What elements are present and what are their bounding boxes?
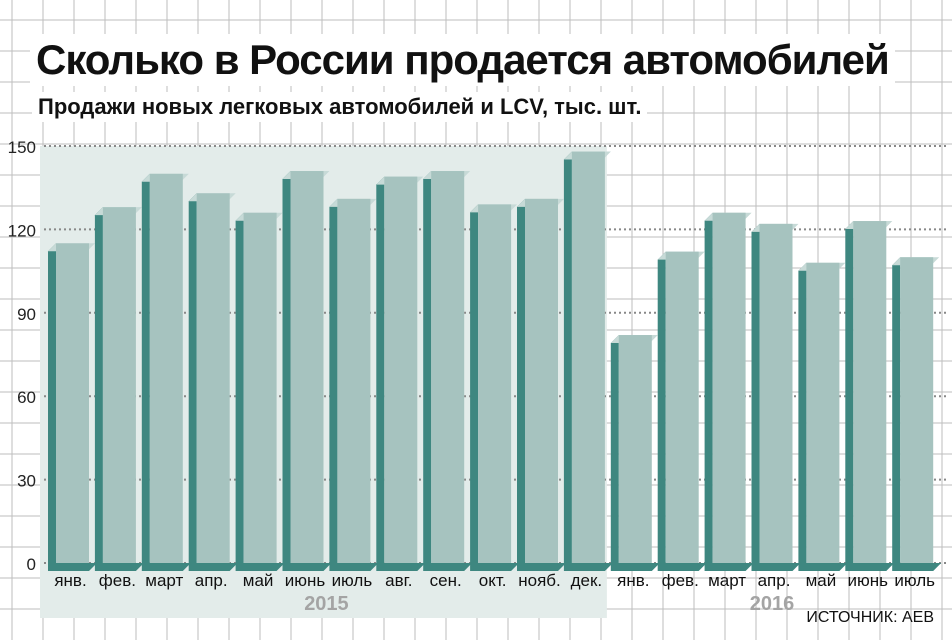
bar-bottom [282, 563, 332, 571]
y-tick-label: 150 [8, 138, 36, 157]
y-tick-label: 30 [17, 472, 36, 491]
source-note: ИСТОЧНИК: АЕВ [806, 609, 934, 626]
bar-bottom [423, 563, 473, 571]
bar [384, 176, 418, 563]
bar-side [892, 257, 901, 563]
bar-side [610, 335, 619, 563]
x-tick-label: янв. [54, 571, 86, 590]
x-tick-label: дек. [571, 571, 603, 590]
bar-bottom [376, 563, 426, 571]
bar-side [798, 262, 807, 563]
x-tick-label: май [243, 571, 274, 590]
bar-side [329, 198, 338, 563]
bar-bottom [704, 563, 754, 571]
bar [431, 171, 465, 563]
x-tick-label: янв. [617, 571, 649, 590]
bar-side [376, 176, 385, 563]
bar-bottom [892, 563, 942, 571]
bar-side [282, 171, 291, 563]
bar [618, 335, 652, 563]
bar-bottom [517, 563, 566, 571]
bar-side [517, 198, 525, 563]
bar-bottom [48, 563, 97, 571]
x-tick-label: фев. [662, 571, 699, 590]
chart-title: Сколько в России продается автомобилей [30, 34, 895, 86]
x-tick-label: июнь [285, 571, 326, 590]
x-tick-label: март [145, 571, 183, 590]
bar-side [48, 243, 56, 564]
bar-side [657, 251, 666, 563]
x-tick-label: сен. [430, 571, 462, 590]
bar-side [845, 221, 854, 563]
y-tick-label: 90 [17, 305, 36, 324]
bar [806, 262, 840, 563]
bar [665, 251, 699, 563]
bar-bottom [141, 563, 191, 571]
x-tick-label: июнь [848, 571, 889, 590]
bar-bottom [610, 563, 660, 571]
bar-side [188, 193, 197, 563]
bar [853, 221, 887, 563]
bar-side [235, 212, 244, 563]
year-label: 2016 [750, 593, 795, 615]
bar-bottom [94, 563, 144, 571]
bar [478, 204, 512, 563]
x-tick-label: май [806, 571, 837, 590]
y-tick-label: 0 [27, 555, 36, 574]
bar [712, 212, 746, 563]
bar-bottom [845, 563, 895, 571]
bar [571, 151, 605, 563]
y-tick-label: 120 [8, 221, 36, 240]
bar [337, 198, 371, 563]
x-tick-label: март [708, 571, 746, 590]
x-tick-label: окт. [479, 571, 507, 590]
x-tick-label: авг. [385, 571, 412, 590]
bar-side [141, 173, 150, 564]
year-label: 2015 [304, 593, 349, 615]
bar [759, 223, 793, 563]
bar [290, 171, 324, 563]
bar-bottom [188, 563, 238, 571]
bar [525, 198, 558, 563]
bar-bottom [329, 563, 379, 571]
x-tick-label: апр. [195, 571, 228, 590]
bar-side [563, 151, 572, 563]
x-tick-label: нояб. [518, 571, 561, 590]
bar [196, 193, 230, 563]
bar-side [704, 212, 713, 563]
y-tick-label: 60 [17, 388, 36, 407]
bar [102, 207, 136, 563]
bar-side [470, 204, 479, 563]
bar [56, 243, 89, 564]
bar-bottom [235, 563, 285, 571]
chart-subtitle: Продажи новых легковых автомобилей и LCV… [32, 92, 648, 122]
bar-bottom [563, 563, 613, 571]
bar-bottom [798, 563, 848, 571]
bar-side [423, 171, 432, 563]
bar [149, 173, 183, 564]
x-tick-label: фев. [99, 571, 136, 590]
bar-bottom [751, 563, 801, 571]
x-tick-label: июль [894, 571, 935, 590]
x-tick-label: апр. [758, 571, 791, 590]
bar [243, 212, 277, 563]
bar-bottom [470, 563, 520, 571]
bar-side [94, 207, 103, 563]
bar [900, 257, 934, 563]
bar-bottom [657, 563, 707, 571]
bar-side [751, 223, 760, 563]
x-tick-label: июль [332, 571, 373, 590]
